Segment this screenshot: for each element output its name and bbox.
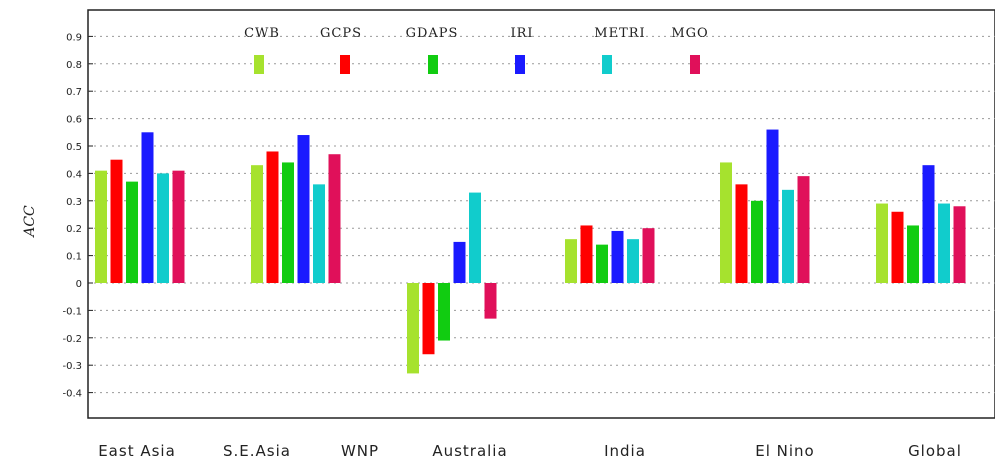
y-tick-label: 0.2 [66, 224, 82, 235]
bar [596, 244, 608, 283]
y-tick-label: 0.8 [66, 60, 82, 71]
legend-swatch [602, 55, 612, 74]
legend-swatch [515, 55, 525, 74]
x-tick-label: East Asia [98, 442, 176, 460]
bar [484, 283, 497, 319]
y-tick-label: 0 [76, 279, 82, 290]
bar [580, 225, 593, 283]
x-tick-label: India [604, 442, 646, 460]
x-tick-label: El Nino [755, 442, 815, 460]
legend-label: IRI [510, 26, 533, 41]
x-tick-label: Global [908, 442, 962, 460]
legend-swatch [254, 55, 264, 74]
legend-label: GCPS [320, 26, 362, 41]
bar [126, 181, 138, 283]
y-tick-label: 0.5 [66, 142, 82, 153]
bar [782, 189, 794, 283]
bar [766, 129, 779, 283]
legend-label: MGO [671, 26, 708, 41]
y-tick-label: 0.4 [66, 169, 82, 180]
bar [282, 162, 294, 283]
legend-swatch [690, 55, 700, 74]
bar [95, 170, 107, 283]
bar [251, 165, 263, 283]
y-tick-label: 0.7 [66, 87, 82, 98]
y-tick-label: 0.9 [66, 32, 82, 43]
bar [157, 173, 169, 283]
bar [407, 283, 419, 374]
bar [469, 192, 481, 283]
legend-label: METRI [594, 26, 645, 41]
bar [266, 151, 279, 283]
y-tick-label: 0.3 [66, 197, 82, 208]
bar [565, 239, 577, 283]
bar [313, 184, 325, 283]
legend-swatch [340, 55, 350, 74]
x-tick-label: Australia [432, 442, 507, 460]
y-tick-label: -0.2 [62, 334, 82, 345]
bar [907, 225, 919, 283]
bar [141, 132, 154, 283]
bar [876, 203, 888, 283]
legend-swatch [428, 55, 438, 74]
bar [751, 200, 763, 283]
x-tick-label: S.E.Asia [223, 442, 291, 460]
y-tick-label: -0.1 [62, 306, 82, 317]
bar [172, 170, 185, 283]
x-tick-label: WNP [341, 442, 379, 460]
bar [953, 206, 966, 283]
bar [438, 283, 450, 341]
bar [627, 239, 639, 283]
plot-frame [87, 9, 995, 419]
bar [735, 184, 748, 283]
bar [797, 176, 810, 283]
bar [891, 211, 904, 283]
bar [938, 203, 950, 283]
bar [642, 228, 655, 283]
bar [297, 135, 310, 283]
bar [720, 162, 732, 283]
bar [110, 159, 123, 283]
legend-label: GDAPS [406, 26, 459, 41]
y-tick-label: 0.6 [66, 115, 82, 126]
bar [422, 283, 435, 355]
legend-label: CWB [244, 26, 280, 41]
y-axis-label: ACC [22, 205, 38, 239]
bar [922, 165, 935, 283]
y-tick-label: 0.1 [66, 252, 82, 263]
bar [453, 241, 466, 283]
y-tick-label: -0.4 [62, 389, 82, 400]
bar [328, 154, 341, 283]
bar [611, 230, 624, 283]
y-tick-label: -0.3 [62, 361, 82, 372]
